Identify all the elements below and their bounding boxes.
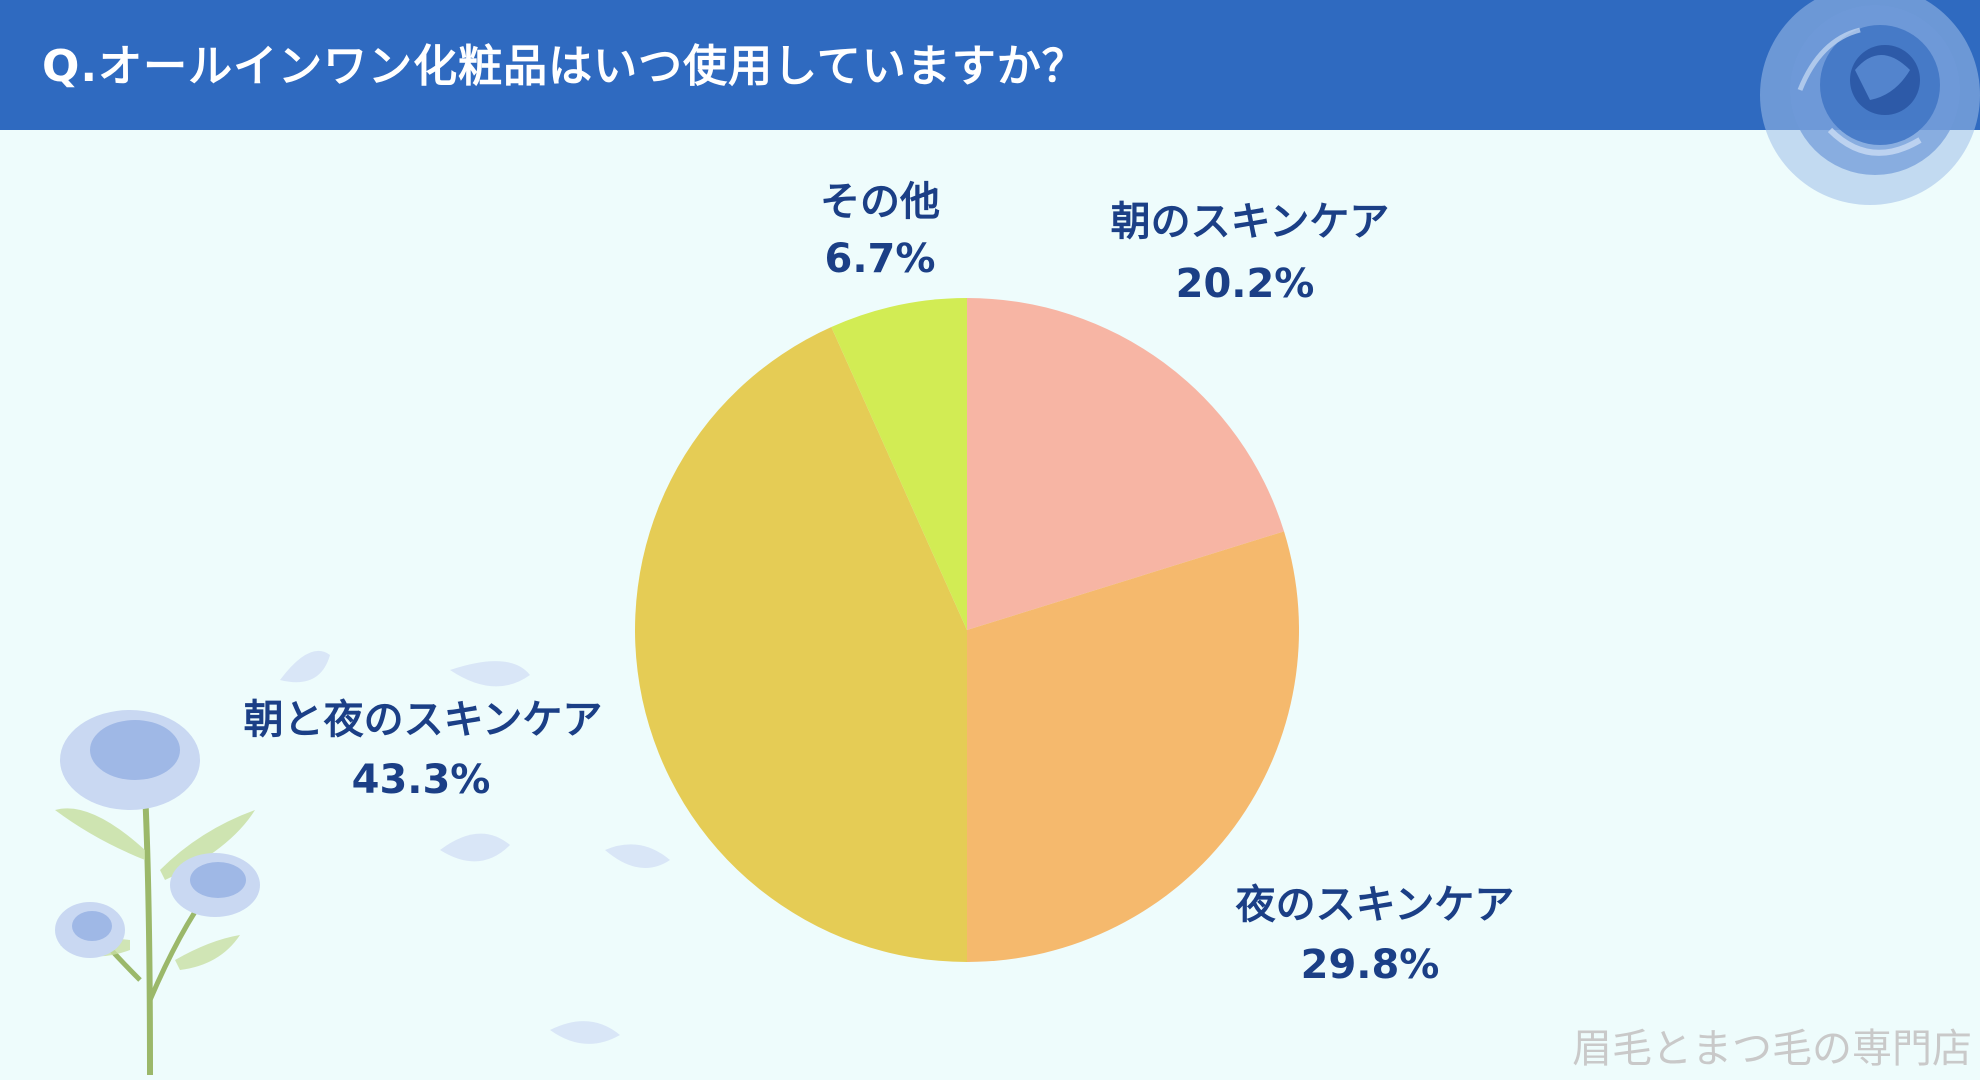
header-bar: Q.オールインワン化粧品はいつ使用していますか？ [0,0,1980,130]
petal-decorations [280,650,670,1044]
slice-label-night: 夜のスキンケア [1235,882,1515,928]
rose-bouquet-decoration [55,710,260,1076]
watermark-text: 眉毛とまつ毛の専門店 [1572,1026,1972,1072]
slice-value-other: 6.7% [825,236,936,282]
pie-slice-both [635,326,967,962]
slice-label-morning: 朝のスキンケア [1111,199,1390,245]
pie-slices [635,298,1300,962]
slice-value-both: 43.3% [352,757,491,803]
pie-slice-morning [967,298,1285,630]
slice-value-night: 29.8% [1301,942,1440,988]
pie-slice-other [831,298,967,630]
slice-label-both: 朝と夜のスキンケア [244,697,603,743]
slice-label-other: その他 [820,179,940,225]
rose-decoration-top-right [1760,0,1980,205]
pie-slice-night [967,531,1300,962]
chart-title: Q.オールインワン化粧品はいつ使用していますか？ [42,41,1087,92]
slice-value-morning: 20.2% [1176,261,1315,307]
